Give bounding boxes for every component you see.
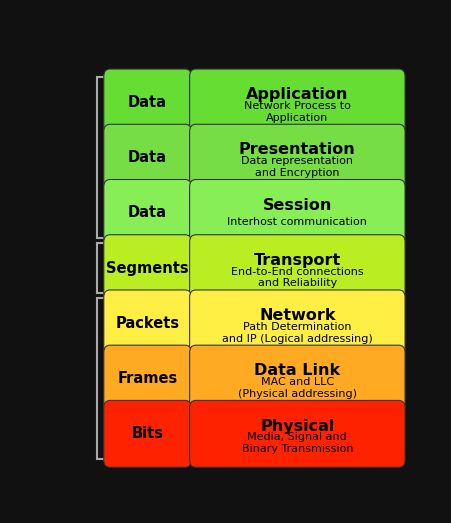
Text: Data representation
and Encryption: Data representation and Encryption: [241, 156, 353, 178]
FancyBboxPatch shape: [104, 345, 191, 412]
FancyBboxPatch shape: [189, 124, 404, 191]
Text: End-to-End connections
and Reliability: End-to-End connections and Reliability: [230, 267, 363, 288]
FancyBboxPatch shape: [189, 179, 404, 246]
Text: Presentation: Presentation: [239, 142, 355, 157]
FancyBboxPatch shape: [104, 179, 191, 246]
Text: Segments: Segments: [106, 260, 189, 276]
FancyBboxPatch shape: [189, 345, 404, 412]
FancyBboxPatch shape: [189, 235, 404, 302]
Text: Frames: Frames: [117, 371, 177, 386]
Text: Path Determination
and IP (Logical addressing): Path Determination and IP (Logical addre…: [221, 322, 372, 344]
FancyBboxPatch shape: [104, 235, 191, 302]
Text: Network Process to
Application: Network Process to Application: [244, 101, 350, 123]
Text: Packets: Packets: [115, 316, 179, 331]
Text: Bits: Bits: [131, 426, 163, 441]
FancyBboxPatch shape: [104, 290, 191, 357]
Text: Transport: Transport: [253, 253, 340, 268]
Text: Application: Application: [246, 87, 348, 102]
Text: Session: Session: [262, 198, 331, 213]
Text: Data Link: Data Link: [254, 363, 340, 378]
Text: MAC and LLC
(Physical addressing): MAC and LLC (Physical addressing): [237, 377, 356, 399]
FancyBboxPatch shape: [189, 69, 404, 136]
FancyBboxPatch shape: [189, 401, 404, 467]
Text: Media, Signal and
Binary Transmission: Media, Signal and Binary Transmission: [241, 433, 352, 454]
Text: Interhost communication: Interhost communication: [227, 217, 367, 228]
Text: Data: Data: [128, 150, 167, 165]
FancyBboxPatch shape: [104, 124, 191, 191]
Text: Data: Data: [128, 95, 167, 110]
FancyBboxPatch shape: [189, 290, 404, 357]
Text: Physical: Physical: [260, 418, 334, 434]
FancyBboxPatch shape: [104, 69, 191, 136]
Text: Network: Network: [258, 308, 335, 323]
Text: Data: Data: [128, 206, 167, 220]
FancyBboxPatch shape: [104, 401, 191, 467]
